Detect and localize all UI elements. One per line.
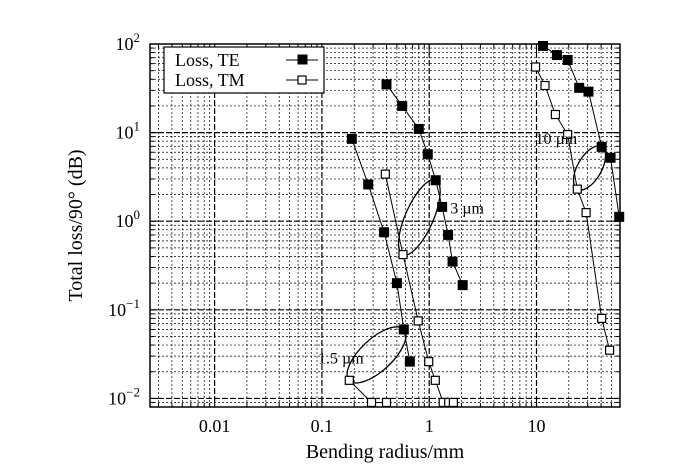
annotation-ellipse xyxy=(397,179,441,256)
annotation-ellipses xyxy=(346,145,607,384)
data-point-te xyxy=(447,256,458,267)
data-point-te xyxy=(605,152,616,163)
data-point-tm xyxy=(563,129,573,140)
legend-box xyxy=(163,46,325,94)
annotations: 1.5 µm 3 µm 10 µm xyxy=(318,131,578,367)
data-point-te xyxy=(538,40,549,51)
y-tick-label: 10−2 xyxy=(108,384,140,408)
x-tick-label: 0.01 xyxy=(199,416,231,436)
data-point-te xyxy=(443,229,454,240)
data-point-te xyxy=(614,211,625,222)
data-point-te xyxy=(346,133,357,144)
data-point-te xyxy=(430,175,441,186)
series-line-te xyxy=(351,138,411,362)
data-point-tm xyxy=(530,62,541,72)
data-point-te xyxy=(397,100,408,111)
legend-marker-tm xyxy=(297,75,307,85)
legend-label-tm: Loss, TM xyxy=(175,70,245,90)
data-point-te xyxy=(583,86,594,97)
data-point-tm xyxy=(448,397,458,408)
legend-marker-te xyxy=(297,54,308,65)
tick-labels: 0.01 0.1 1 10 10−2 10−1 100 101 102 xyxy=(108,30,545,436)
data-point-tm xyxy=(572,184,582,194)
data-point-te xyxy=(457,280,468,291)
annotation-label: 10 µm xyxy=(536,131,578,148)
x-tick-label: 1 xyxy=(425,416,434,436)
data-point-tm xyxy=(398,249,408,260)
data-point-tm xyxy=(550,109,560,120)
data-point-tm xyxy=(597,313,607,323)
data-point-te xyxy=(562,54,573,65)
x-axis-title: Bending radius/mm xyxy=(306,441,465,463)
data-point-te xyxy=(596,141,607,152)
annotation-label: 1.5 µm xyxy=(318,350,364,367)
data-point-tm xyxy=(424,357,434,367)
data-point-te xyxy=(574,82,585,93)
data-point-te xyxy=(398,324,409,335)
legend-label-te: Loss, TE xyxy=(175,50,240,70)
data-point-te xyxy=(363,179,374,190)
x-tick-label: 10 xyxy=(528,416,546,436)
data-point-te xyxy=(404,356,415,367)
data-point-tm xyxy=(540,80,550,91)
y-tick-label: 102 xyxy=(116,30,141,54)
data-point-te xyxy=(437,201,448,212)
data-point-tm xyxy=(366,397,377,408)
data-point-te xyxy=(391,278,402,289)
series-line-tm xyxy=(535,66,611,351)
y-tick-label: 10−1 xyxy=(108,296,140,320)
data-point-tm xyxy=(413,316,423,326)
data-point-tm xyxy=(344,375,354,385)
y-tick-label: 100 xyxy=(116,207,141,231)
legend: Loss, TE Loss, TM xyxy=(163,46,325,94)
data-point-tm xyxy=(430,375,440,385)
data-point-tm xyxy=(380,169,390,179)
data-series xyxy=(344,40,625,408)
data-point-te xyxy=(381,79,392,90)
y-tick-label: 101 xyxy=(116,119,141,143)
data-point-tm xyxy=(381,397,392,408)
y-axis-title: Total loss/90° (dB) xyxy=(65,149,87,301)
data-point-te xyxy=(551,50,562,61)
data-point-te xyxy=(422,149,433,160)
data-point-tm xyxy=(581,208,591,218)
x-tick-label: 0.1 xyxy=(311,416,334,436)
annotation-label: 3 µm xyxy=(450,201,484,218)
data-point-te xyxy=(379,227,390,238)
data-point-te xyxy=(413,123,424,134)
data-point-tm xyxy=(605,345,615,355)
